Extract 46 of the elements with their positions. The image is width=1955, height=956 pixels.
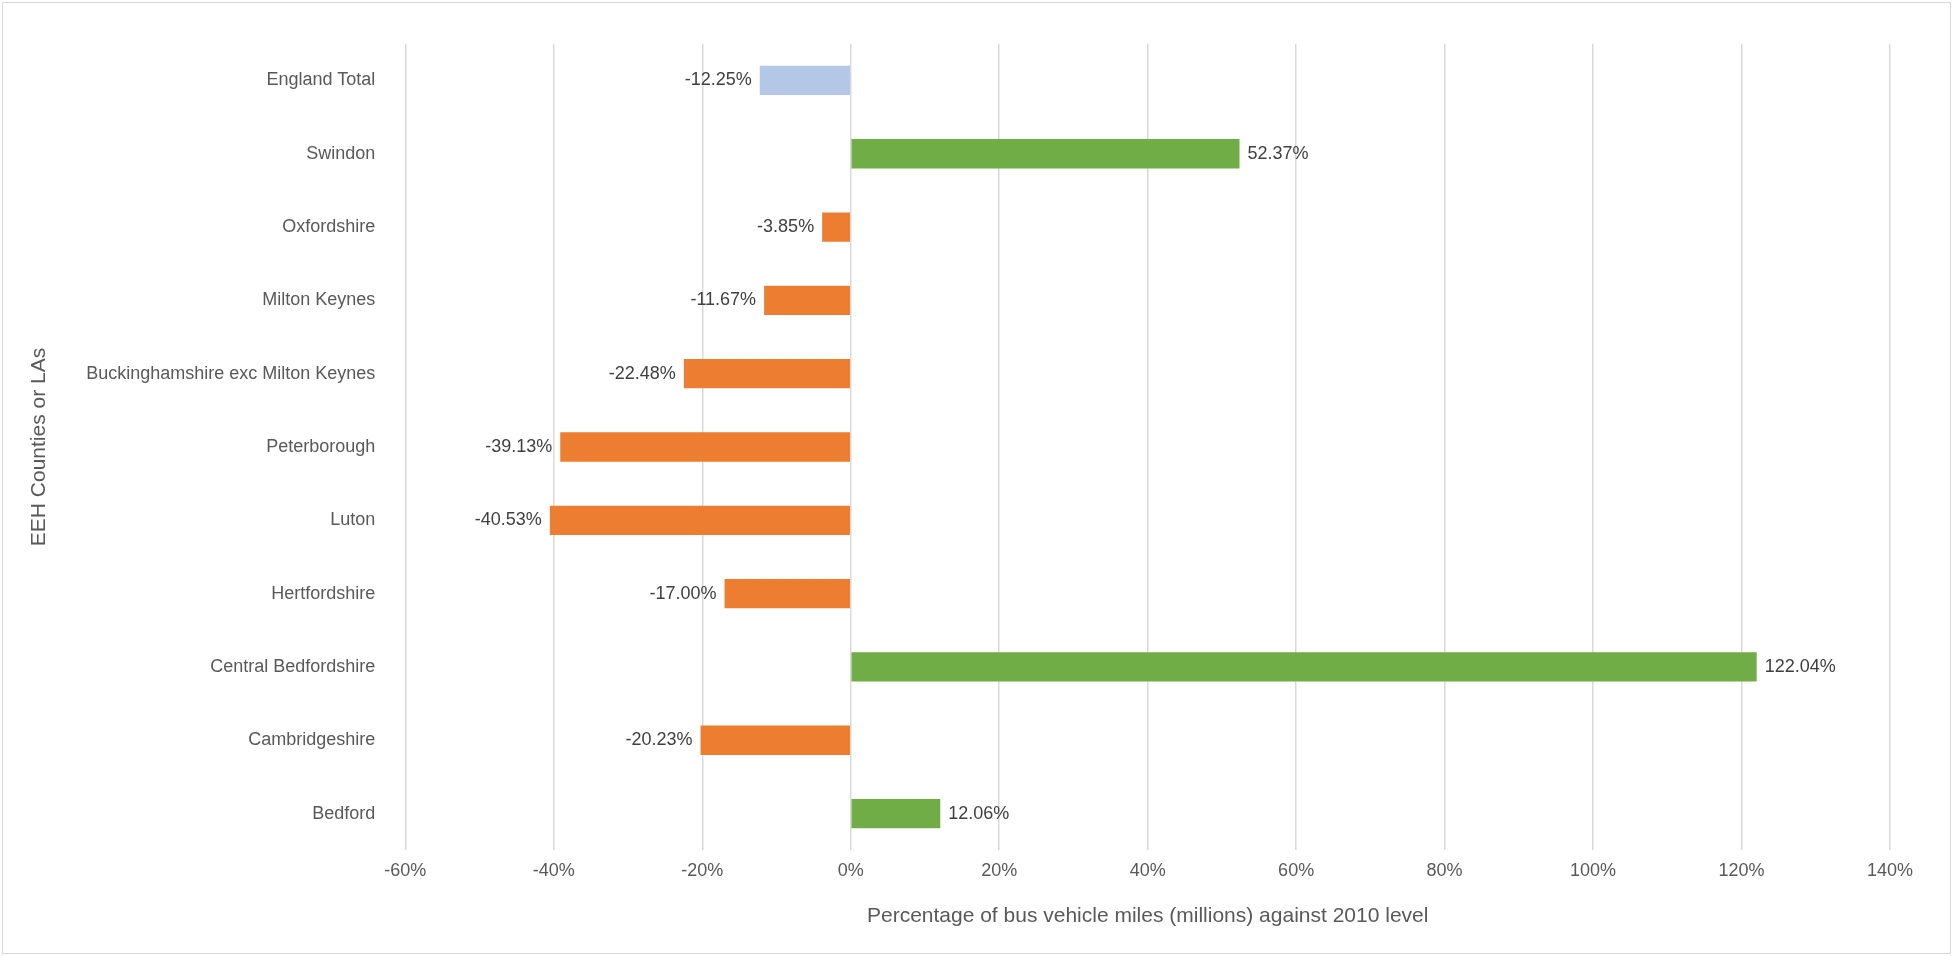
x-tick-label: 100% xyxy=(1570,859,1617,880)
x-tick-label: 80% xyxy=(1426,859,1463,880)
x-axis-title: Percentage of bus vehicle miles (millions) against 2010 level xyxy=(866,903,1429,927)
data-label: -22.48% xyxy=(608,362,676,383)
x-tick-label: -40% xyxy=(532,859,575,880)
bar xyxy=(764,285,850,316)
bar xyxy=(851,139,1240,169)
data-label: -12.25% xyxy=(684,69,752,90)
x-tick-label: 0% xyxy=(837,859,864,880)
bar xyxy=(851,798,941,829)
bar xyxy=(700,725,850,755)
y-tick-label: England Total xyxy=(266,69,376,90)
x-tick-label: 120% xyxy=(1718,859,1765,880)
data-label: 12.06% xyxy=(948,802,1010,823)
data-label: -11.67% xyxy=(690,289,757,310)
data-label: -20.23% xyxy=(625,729,693,750)
y-tick-label: Hertfordshire xyxy=(271,582,376,603)
bar xyxy=(759,65,850,96)
bar xyxy=(549,505,850,535)
data-label: 52.37% xyxy=(1247,142,1309,163)
y-tick-label: Peterborough xyxy=(266,435,376,456)
bar xyxy=(683,359,850,389)
x-tick-label: 60% xyxy=(1278,859,1315,880)
data-label: -3.85% xyxy=(757,216,815,237)
y-tick-label: Cambridgeshire xyxy=(248,729,376,750)
x-tick-label: -60% xyxy=(384,859,427,880)
bar xyxy=(560,432,850,462)
bar xyxy=(724,578,850,609)
x-tick-label: -20% xyxy=(681,859,724,880)
data-label: -17.00% xyxy=(649,582,717,603)
x-tick-label: 140% xyxy=(1866,859,1914,880)
x-tick-label: 40% xyxy=(1129,859,1166,880)
y-tick-label: Swindon xyxy=(306,142,376,163)
data-label: -40.53% xyxy=(474,509,542,530)
y-tick-label: Buckinghamshire exc Milton Keynes xyxy=(86,362,376,383)
x-tick-label: 20% xyxy=(981,859,1018,880)
data-label: 122.04% xyxy=(1764,655,1836,676)
y-tick-label: Bedford xyxy=(312,802,376,823)
y-tick-label: Central Bedfordshire xyxy=(210,655,376,676)
y-tick-label: Milton Keynes xyxy=(262,289,376,310)
bar xyxy=(822,212,850,242)
bar xyxy=(851,652,1757,682)
y-axis-title: EEH Counties or LAs xyxy=(26,347,50,547)
y-tick-label: Oxfordshire xyxy=(282,216,376,237)
data-label: -39.13% xyxy=(485,435,553,456)
y-tick-label: Luton xyxy=(330,509,376,530)
